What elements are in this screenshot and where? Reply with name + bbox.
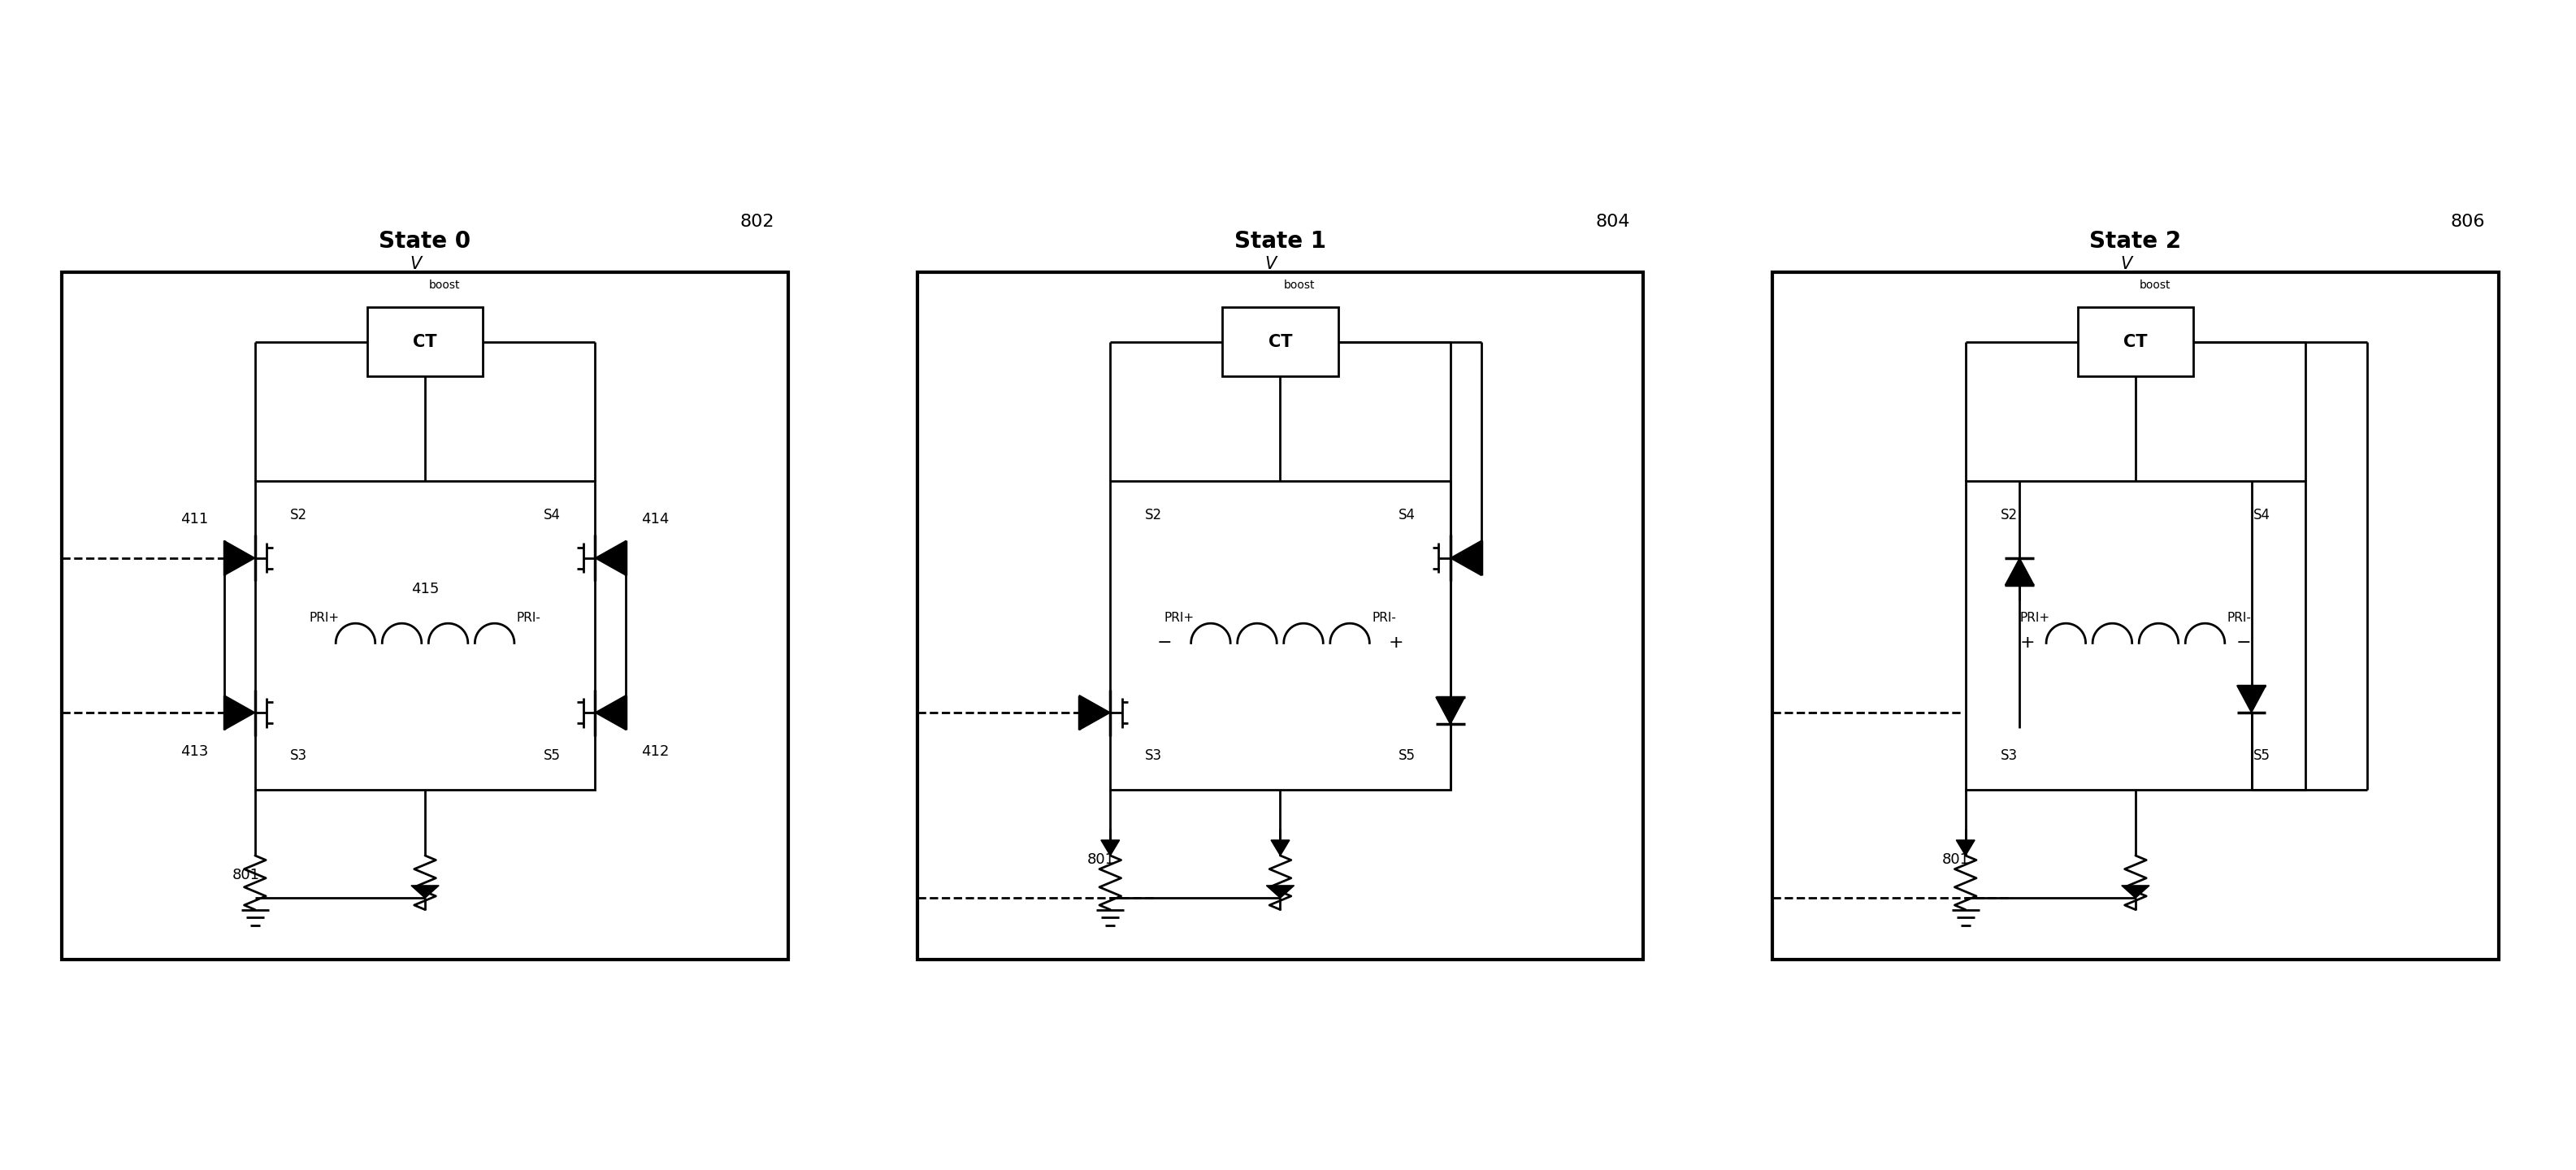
Bar (255, 481, 595, 790)
Text: V: V (2120, 256, 2133, 273)
Text: PRI-: PRI- (2228, 612, 2251, 624)
Text: PRI+: PRI+ (1164, 612, 1195, 624)
Text: CT: CT (412, 333, 438, 350)
Text: +: + (1388, 635, 1404, 652)
Bar (62, 273, 788, 959)
Text: boost: boost (2141, 280, 2172, 291)
Text: S5: S5 (2254, 748, 2272, 763)
Bar (917, 273, 1643, 959)
Bar (368, 307, 484, 377)
Text: 414: 414 (641, 512, 670, 526)
Text: 801: 801 (232, 867, 260, 882)
Text: 411: 411 (180, 512, 209, 526)
Text: CT: CT (1267, 333, 1293, 350)
Text: 413: 413 (180, 744, 209, 758)
Polygon shape (2123, 886, 2148, 899)
Polygon shape (1450, 541, 1481, 576)
Text: 801: 801 (1087, 852, 1115, 867)
Text: State 0: State 0 (379, 229, 471, 253)
Text: −: − (2236, 635, 2251, 652)
Polygon shape (1270, 840, 1291, 855)
Text: PRI+: PRI+ (309, 612, 340, 624)
Text: S2: S2 (289, 508, 307, 523)
Polygon shape (1955, 840, 1976, 855)
Text: S3: S3 (289, 748, 307, 763)
Bar (1224, 307, 1340, 377)
Polygon shape (224, 541, 255, 576)
Polygon shape (595, 541, 626, 576)
Text: S3: S3 (1146, 748, 1162, 763)
Text: +: + (2020, 635, 2035, 652)
Bar (1772, 273, 2499, 959)
Text: V: V (1265, 256, 1278, 273)
Text: 802: 802 (739, 214, 775, 230)
Text: S2: S2 (1146, 508, 1162, 523)
Text: 804: 804 (1595, 214, 1631, 230)
Polygon shape (1267, 886, 1293, 899)
Text: 801: 801 (1942, 852, 1971, 867)
Text: S4: S4 (1399, 508, 1417, 523)
Text: 806: 806 (2450, 214, 2486, 230)
Polygon shape (412, 886, 438, 899)
Text: PRI-: PRI- (1373, 612, 1396, 624)
Text: S5: S5 (1399, 748, 1417, 763)
Text: boost: boost (428, 280, 461, 291)
Text: CT: CT (2123, 333, 2148, 350)
Text: State 2: State 2 (2089, 229, 2182, 253)
Bar (1110, 481, 1450, 790)
Text: State 1: State 1 (1234, 229, 1327, 253)
Polygon shape (1079, 695, 1110, 730)
Text: V: V (410, 256, 422, 273)
Text: S4: S4 (2254, 508, 2272, 523)
Polygon shape (1435, 697, 1466, 724)
Text: S2: S2 (2002, 508, 2017, 523)
Text: 415: 415 (412, 581, 438, 597)
Polygon shape (2236, 686, 2267, 713)
Text: 412: 412 (641, 744, 670, 758)
Text: S3: S3 (2002, 748, 2017, 763)
Bar (2079, 307, 2195, 377)
Text: PRI-: PRI- (518, 612, 541, 624)
Polygon shape (2004, 558, 2035, 585)
Text: S5: S5 (544, 748, 562, 763)
Text: boost: boost (1285, 280, 1316, 291)
Polygon shape (224, 695, 255, 730)
Polygon shape (595, 695, 626, 730)
Text: PRI+: PRI+ (2020, 612, 2050, 624)
Text: −: − (1157, 635, 1172, 652)
Bar (1965, 481, 2306, 790)
Text: S4: S4 (544, 508, 562, 523)
Polygon shape (1100, 840, 1121, 855)
